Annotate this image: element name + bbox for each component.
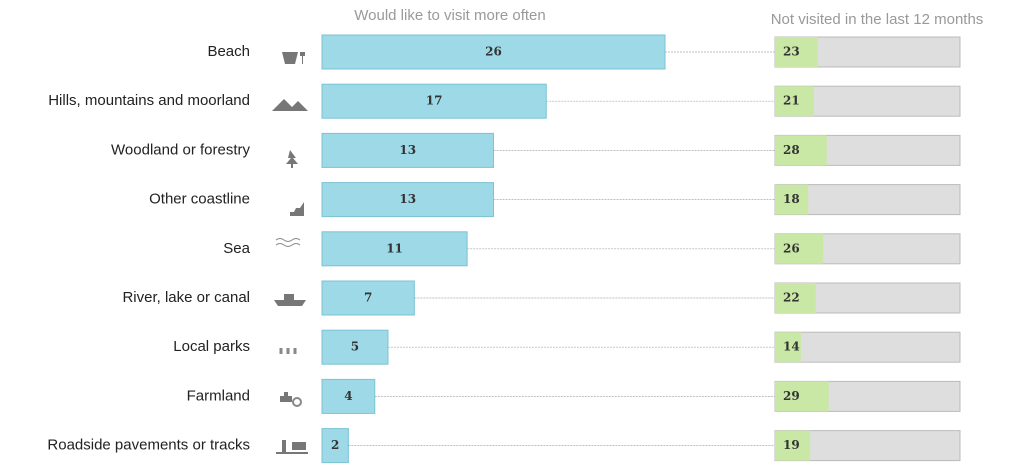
bar <box>775 86 814 117</box>
value-label: 19 <box>783 438 800 452</box>
bar <box>775 184 809 215</box>
value-label: 26 <box>783 241 800 255</box>
value-label: 23 <box>783 45 800 59</box>
value-label: 28 <box>783 143 800 157</box>
bar <box>321 132 494 168</box>
bar <box>321 83 547 119</box>
value-label: 14 <box>783 340 800 354</box>
category-label: Other coastline <box>149 191 250 208</box>
bar <box>321 280 415 316</box>
value-label: 26 <box>485 45 502 59</box>
hills-icon <box>272 99 308 111</box>
bar <box>321 34 666 70</box>
value-label: 13 <box>399 143 416 157</box>
roadside-icon <box>276 440 308 454</box>
left-panel-title: Would like to visit more often <box>354 7 545 24</box>
woodland-icon <box>286 150 298 168</box>
value-label: 11 <box>386 241 403 255</box>
parks-icon <box>279 348 297 354</box>
beach-icon <box>282 52 305 64</box>
bar <box>321 378 376 414</box>
bar <box>775 135 827 166</box>
icons <box>272 52 308 454</box>
bar <box>321 231 468 267</box>
coastline-icon <box>290 202 304 216</box>
right-panel-title: Not visited in the last 12 months <box>771 11 984 28</box>
value-label: 7 <box>364 291 372 305</box>
category-label: Woodland or forestry <box>111 141 250 158</box>
category-label: Beach <box>207 43 250 60</box>
value-label: 17 <box>426 94 443 108</box>
sea-icon <box>275 238 301 247</box>
bar <box>321 428 349 464</box>
bar <box>321 182 494 218</box>
category-label: Local parks <box>173 338 250 355</box>
value-label: 22 <box>783 291 800 305</box>
bar <box>775 37 818 67</box>
bar <box>775 381 829 412</box>
bar <box>775 283 816 313</box>
value-label: 5 <box>351 340 359 354</box>
value-label: 29 <box>783 389 800 403</box>
farmland-wheel <box>292 397 302 407</box>
value-label: 21 <box>783 94 800 108</box>
bar <box>775 430 811 461</box>
value-label: 18 <box>783 192 800 206</box>
category-label: Sea <box>223 240 250 257</box>
category-label: River, lake or canal <box>122 289 250 306</box>
bar <box>775 233 824 264</box>
value-label: 4 <box>344 389 352 403</box>
category-label: Farmland <box>187 387 250 404</box>
farmland-icon <box>280 392 292 402</box>
category-label: Roadside pavements or tracks <box>47 437 250 454</box>
river-icon <box>274 294 306 306</box>
track <box>774 331 961 363</box>
value-label: 2 <box>331 438 339 452</box>
category-label: Hills, mountains and moorland <box>48 92 250 109</box>
bar <box>321 329 389 365</box>
bar <box>775 332 801 363</box>
value-label: 13 <box>399 192 416 206</box>
